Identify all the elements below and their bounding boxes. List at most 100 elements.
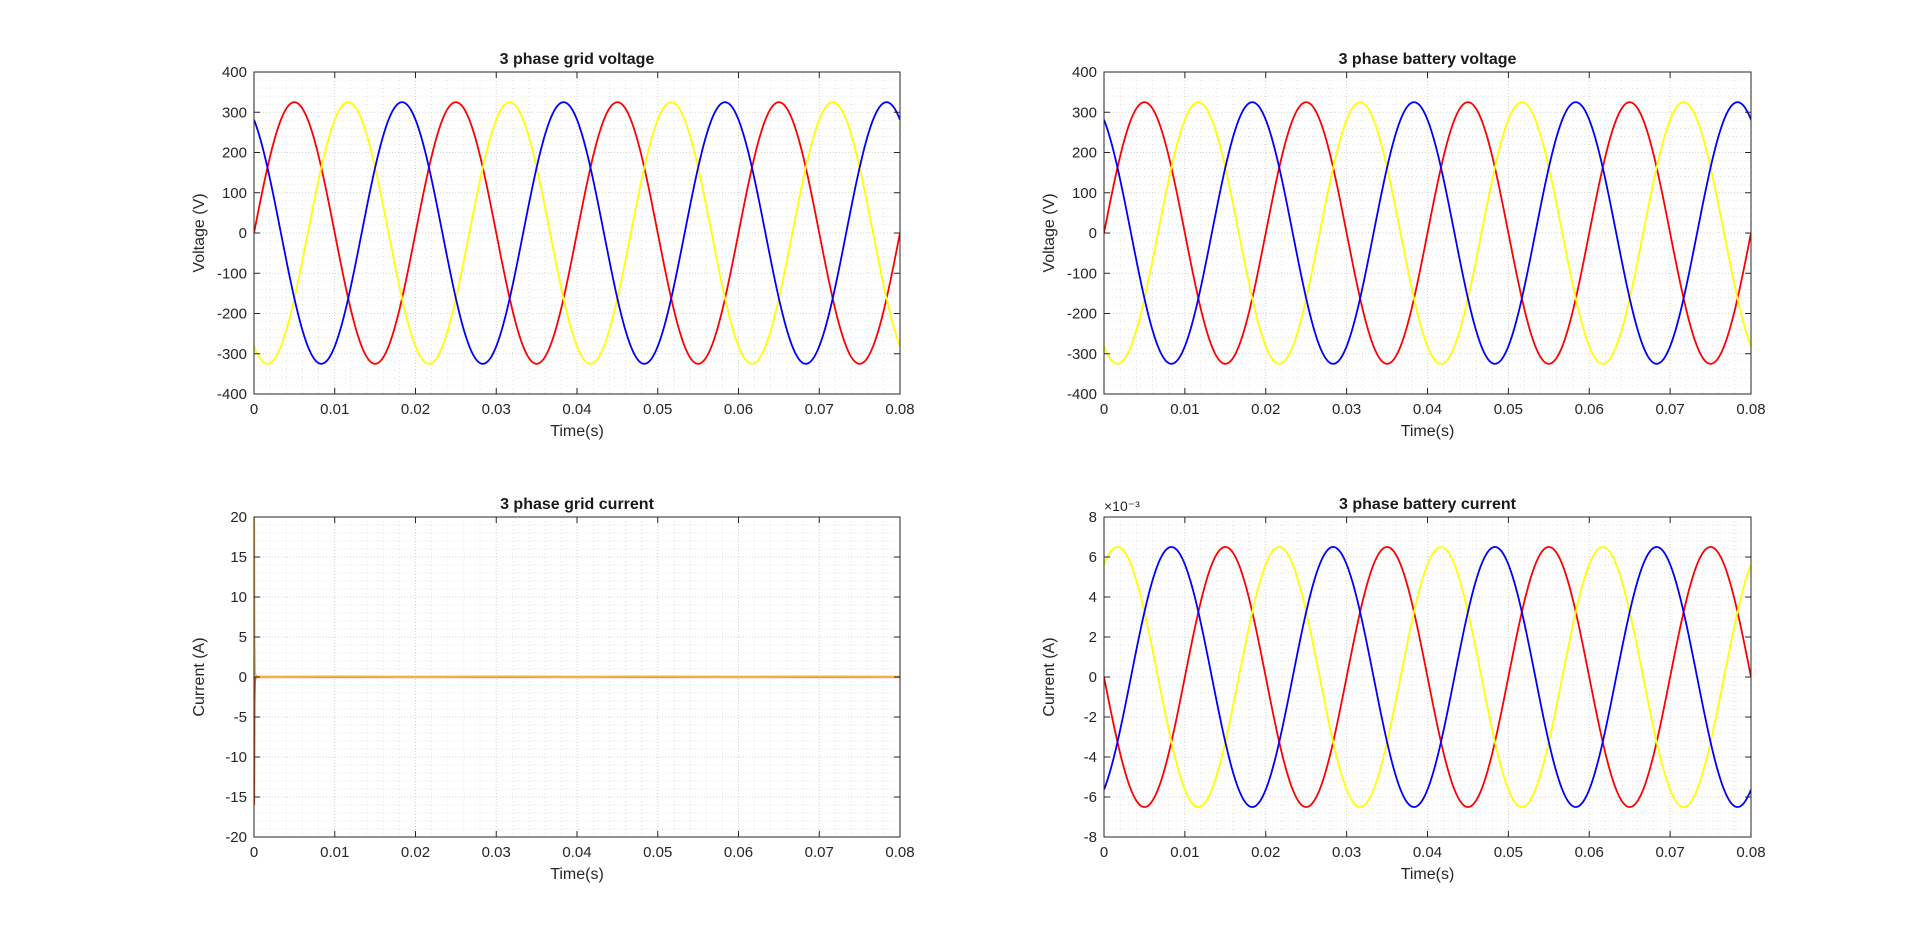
series-group <box>254 101 900 365</box>
x-tick-label: 0 <box>1100 844 1108 861</box>
series-line-2 <box>1104 101 1751 365</box>
y-axis-label: Voltage (V) <box>1041 193 1058 272</box>
x-tick-label: 0 <box>250 401 258 418</box>
y-tick-label: 0 <box>1089 225 1097 242</box>
y-tick-label: 0 <box>239 225 247 242</box>
y-tick-label: -20 <box>225 829 247 846</box>
series-line-1 <box>1104 546 1751 808</box>
x-tick-label: 0.06 <box>1575 844 1604 861</box>
y-tick-label: 300 <box>1072 104 1097 121</box>
x-tick-label: 0.04 <box>562 844 591 861</box>
y-tick-label: -4 <box>1084 749 1097 766</box>
subplot-3: 0 0.01 0.02 0.03 0.04 0.05 0.06 0.07 0.08 -20 -15 -… <box>191 496 915 883</box>
subplot-4: 0 0.01 0.02 0.03 0.04 0.05 0.06 0.07 0.08 -8 -6 -4 -… <box>1041 496 1766 883</box>
y-tick-label: 8 <box>1089 509 1097 526</box>
x-tick-label: 0.05 <box>643 401 672 418</box>
x-tick-label: 0.03 <box>1332 401 1361 418</box>
series-line-2 <box>254 101 900 365</box>
y-axis-label: Voltage (V) <box>191 193 208 272</box>
y-tick-label: 15 <box>230 549 247 566</box>
y-tick-label: -15 <box>225 789 247 806</box>
x-tick-label: 0.05 <box>1494 401 1523 418</box>
y-exponent-label: ×10⁻³ <box>1104 498 1140 514</box>
x-tick-label: 0.02 <box>401 844 430 861</box>
x-tick-label: 0.08 <box>1736 401 1765 418</box>
chart-title: 3 phase grid current <box>500 496 654 513</box>
y-tick-label: 300 <box>222 104 247 121</box>
y-tick-label: 400 <box>222 64 247 81</box>
x-axis-label: Time(s) <box>1401 423 1455 440</box>
series-group <box>1104 546 1751 808</box>
x-tick-label: 0.05 <box>643 844 672 861</box>
x-tick-label: 0.02 <box>1251 844 1280 861</box>
y-tick-label: -400 <box>217 386 247 403</box>
series-group <box>1104 101 1751 365</box>
x-tick-label: 0.04 <box>1413 401 1442 418</box>
y-tick-label: -6 <box>1084 789 1097 806</box>
x-tick-label: 0.01 <box>320 401 349 418</box>
x-tick-label: 0.06 <box>724 844 753 861</box>
x-tick-label: 0.04 <box>1413 844 1442 861</box>
subplot-1: 0 0.01 0.02 0.03 0.04 0.05 0.06 0.07 0.08 -400 -30… <box>191 51 915 440</box>
x-tick-label: 0 <box>250 844 258 861</box>
x-tick-label: 0.03 <box>482 844 511 861</box>
series-line-3 <box>1104 546 1751 808</box>
x-tick-label: 0.04 <box>562 401 591 418</box>
series-line-3 <box>254 101 900 365</box>
y-tick-label: -8 <box>1084 829 1097 846</box>
x-tick-label: 0.03 <box>1332 844 1361 861</box>
y-tick-label: 5 <box>239 629 247 646</box>
x-tick-label: 0.01 <box>320 844 349 861</box>
y-axis-label: Current (A) <box>191 637 208 716</box>
x-axis-label: Time(s) <box>550 866 604 883</box>
chart-title: 3 phase battery voltage <box>1339 51 1517 68</box>
x-tick-label: 0 <box>1100 401 1108 418</box>
x-tick-label: 0.07 <box>805 844 834 861</box>
y-tick-label: 20 <box>230 509 247 526</box>
y-tick-label: 200 <box>222 145 247 162</box>
x-tick-label: 0.07 <box>1656 844 1685 861</box>
y-tick-label: 400 <box>1072 64 1097 81</box>
y-tick-label: 6 <box>1089 549 1097 566</box>
x-tick-label: 0.06 <box>1575 401 1604 418</box>
x-tick-label: 0.08 <box>1736 844 1765 861</box>
y-tick-label: -10 <box>225 749 247 766</box>
series-line-2 <box>1104 546 1751 808</box>
y-tick-label: -100 <box>217 265 247 282</box>
y-tick-label: 200 <box>1072 145 1097 162</box>
x-tick-label: 0.07 <box>805 401 834 418</box>
x-axis-label: Time(s) <box>1401 866 1455 883</box>
series-line-2 <box>254 517 900 679</box>
x-tick-label: 0.06 <box>724 401 753 418</box>
x-tick-label: 0.01 <box>1170 844 1199 861</box>
y-tick-label: -200 <box>1067 306 1097 323</box>
series-line-1 <box>1104 101 1751 365</box>
y-axis-label: Current (A) <box>1041 637 1058 716</box>
y-tick-label: -400 <box>1067 386 1097 403</box>
x-tick-label: 0.03 <box>482 401 511 418</box>
y-tick-label: -200 <box>217 306 247 323</box>
x-tick-label: 0.08 <box>885 401 914 418</box>
y-tick-label: 100 <box>222 185 247 202</box>
series-line-1 <box>254 101 900 365</box>
x-tick-label: 0.02 <box>401 401 430 418</box>
x-tick-label: 0.05 <box>1494 844 1523 861</box>
y-tick-label: -2 <box>1084 709 1097 726</box>
y-tick-label: 0 <box>239 669 247 686</box>
y-tick-label: 0 <box>1089 669 1097 686</box>
x-tick-label: 0.01 <box>1170 401 1199 418</box>
x-tick-label: 0.07 <box>1656 401 1685 418</box>
y-tick-label: -100 <box>1067 265 1097 282</box>
x-axis-label: Time(s) <box>550 423 604 440</box>
subplot-2: 0 0.01 0.02 0.03 0.04 0.05 0.06 0.07 0.08 -400 -30… <box>1041 51 1766 440</box>
y-tick-label: 2 <box>1089 629 1097 646</box>
chart-title: 3 phase grid voltage <box>500 51 655 68</box>
y-tick-label: -300 <box>217 346 247 363</box>
y-tick-label: 10 <box>230 589 247 606</box>
y-tick-label: -300 <box>1067 346 1097 363</box>
x-tick-label: 0.02 <box>1251 401 1280 418</box>
chart-title: 3 phase battery current <box>1339 496 1517 513</box>
y-tick-label: 100 <box>1072 185 1097 202</box>
y-tick-label: 4 <box>1089 589 1097 606</box>
